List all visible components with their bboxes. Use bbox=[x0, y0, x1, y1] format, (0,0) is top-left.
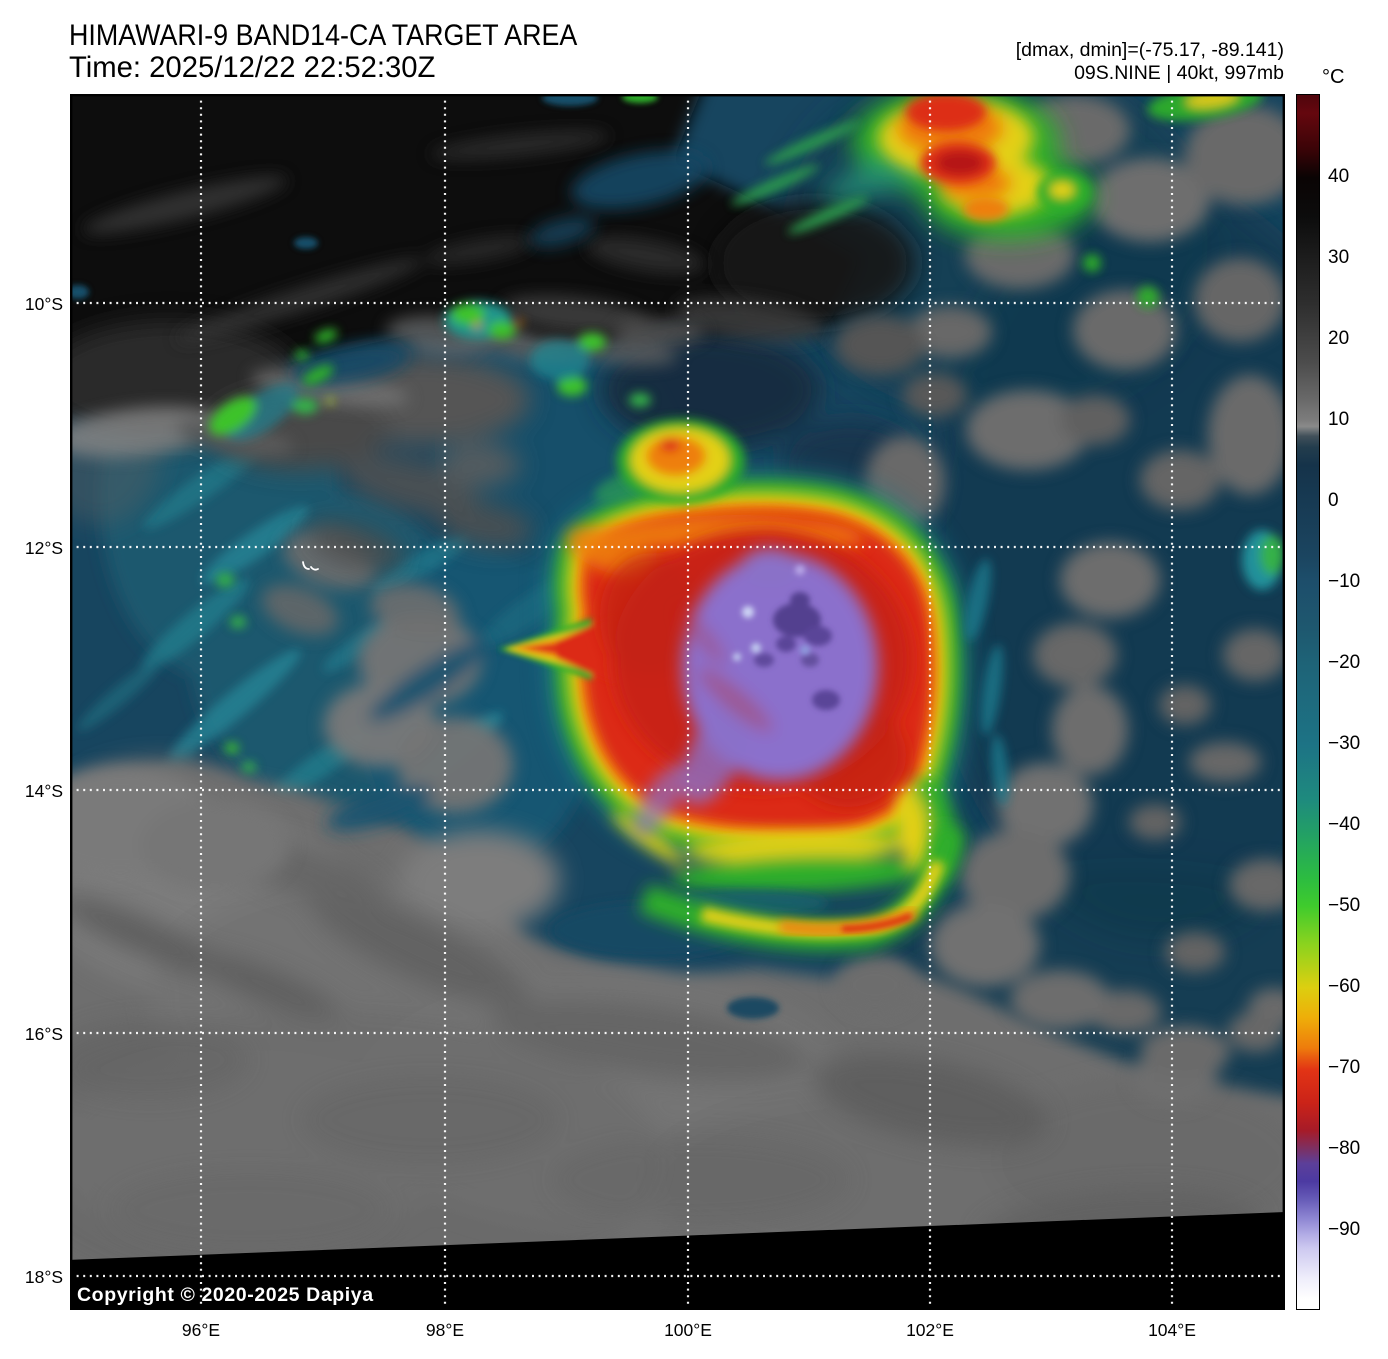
svg-text:Copyright © 2020-2025 Dapiya: Copyright © 2020-2025 Dapiya bbox=[77, 1284, 374, 1306]
